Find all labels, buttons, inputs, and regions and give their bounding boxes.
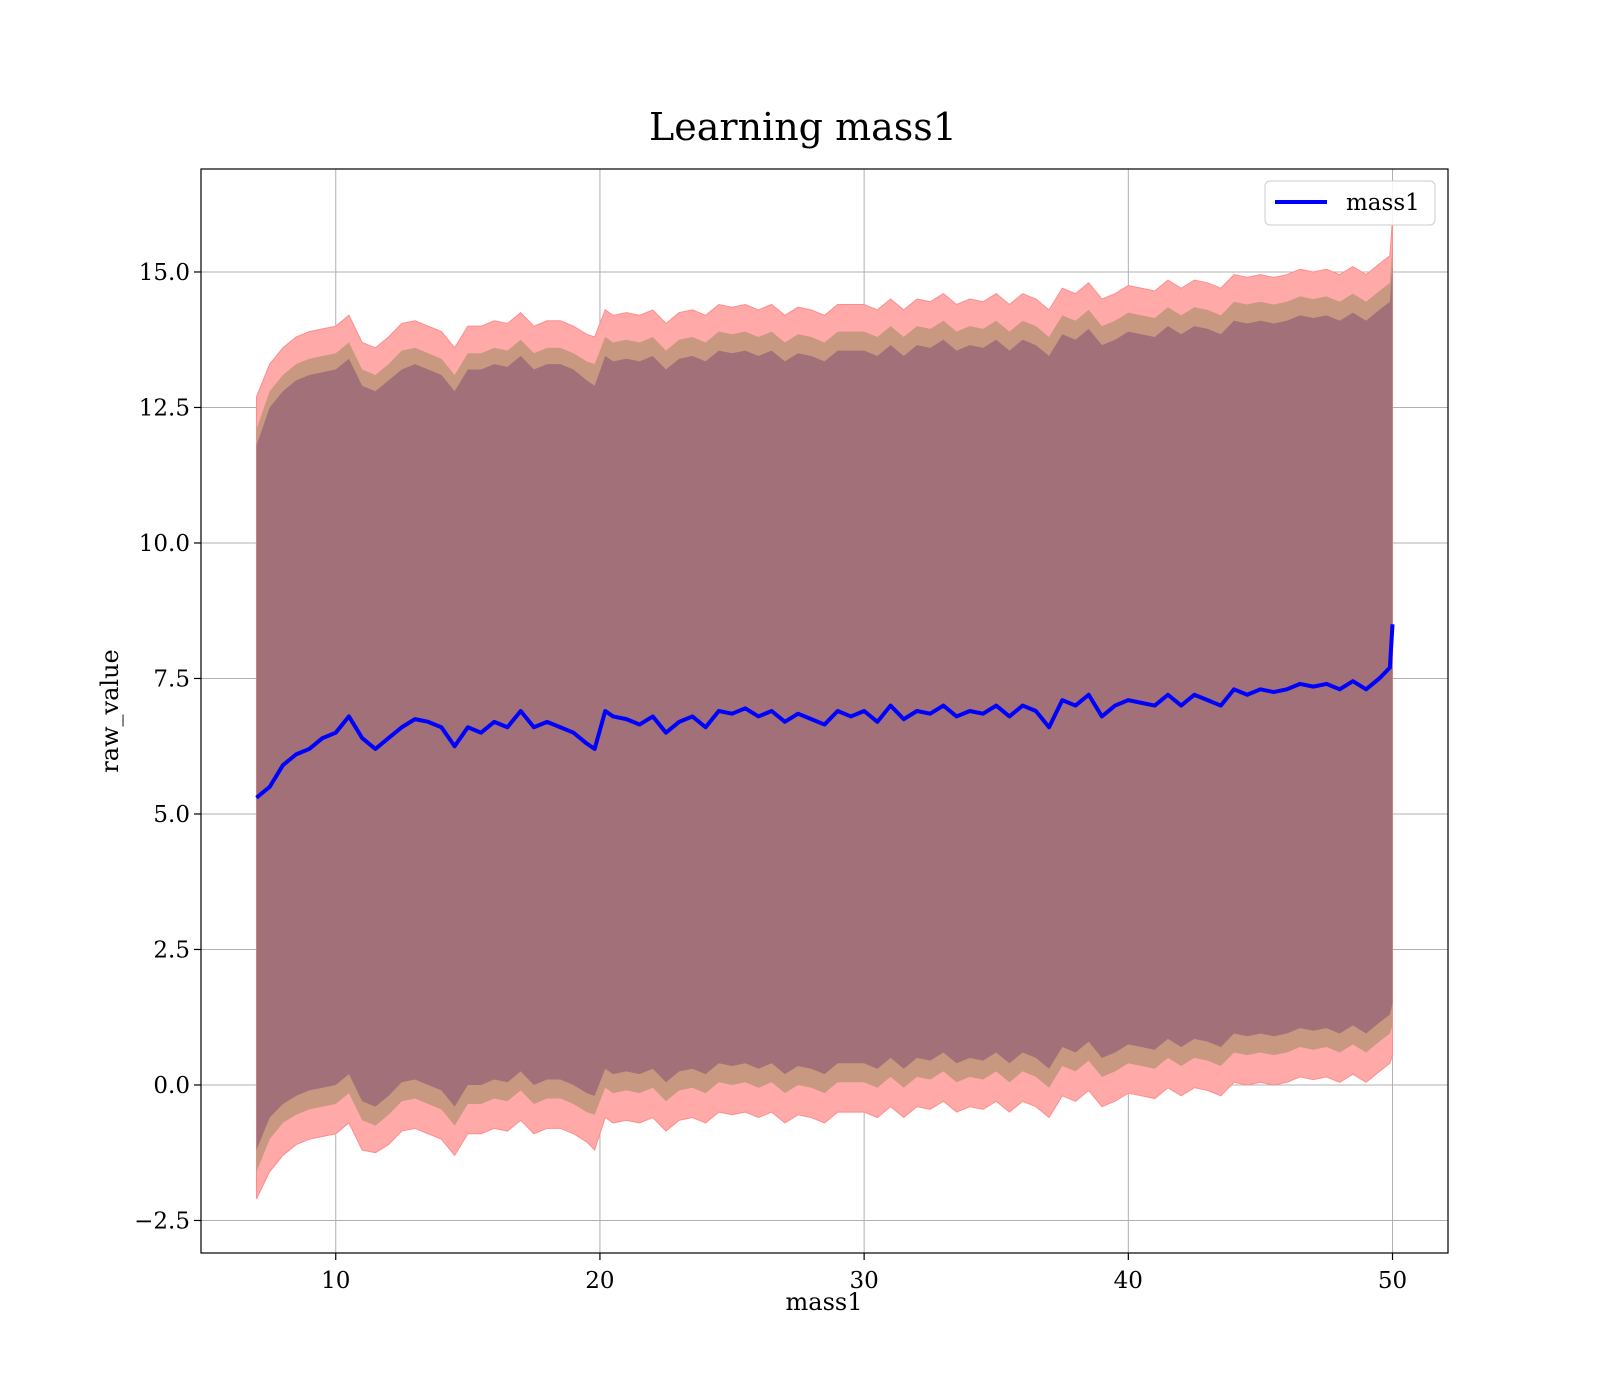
legend: mass1 <box>1264 180 1436 226</box>
x-axis-label: mass1 <box>786 1288 863 1316</box>
tick-layer: 10 20 30 40 50 −2.5 0.0 2.5 5.0 7.5 10.0 12.5 15.0 <box>134 260 1407 1294</box>
y-tick-label: 5.0 <box>153 802 190 828</box>
y-tick-label: 15.0 <box>139 260 190 286</box>
y-tick-label: 2.5 <box>153 937 190 963</box>
chart-title: Learning mass1 <box>649 105 957 149</box>
x-tick-label: 10 <box>321 1268 350 1294</box>
y-tick-label: 7.5 <box>153 666 190 692</box>
confidence-band-core <box>256 266 1393 1151</box>
band-layer <box>255 217 1394 1200</box>
y-tick-label: 10.0 <box>139 531 190 557</box>
y-tick-label: −2.5 <box>134 1208 190 1234</box>
y-tick-label: 0.0 <box>153 1073 190 1099</box>
x-tick-label: 30 <box>849 1268 878 1294</box>
x-tick-label: 40 <box>1114 1268 1143 1294</box>
x-tick-label: 50 <box>1378 1268 1407 1294</box>
legend-label-mass1: mass1 <box>1346 190 1420 216</box>
line-layer <box>255 624 1395 800</box>
legend-box <box>1264 180 1436 226</box>
y-tick-label: 12.5 <box>139 395 190 421</box>
y-axis-label: raw_value <box>96 649 124 773</box>
x-tick-label: 20 <box>585 1268 614 1294</box>
series-line-mass1 <box>255 624 1395 800</box>
plot-frame <box>200 168 1449 1254</box>
